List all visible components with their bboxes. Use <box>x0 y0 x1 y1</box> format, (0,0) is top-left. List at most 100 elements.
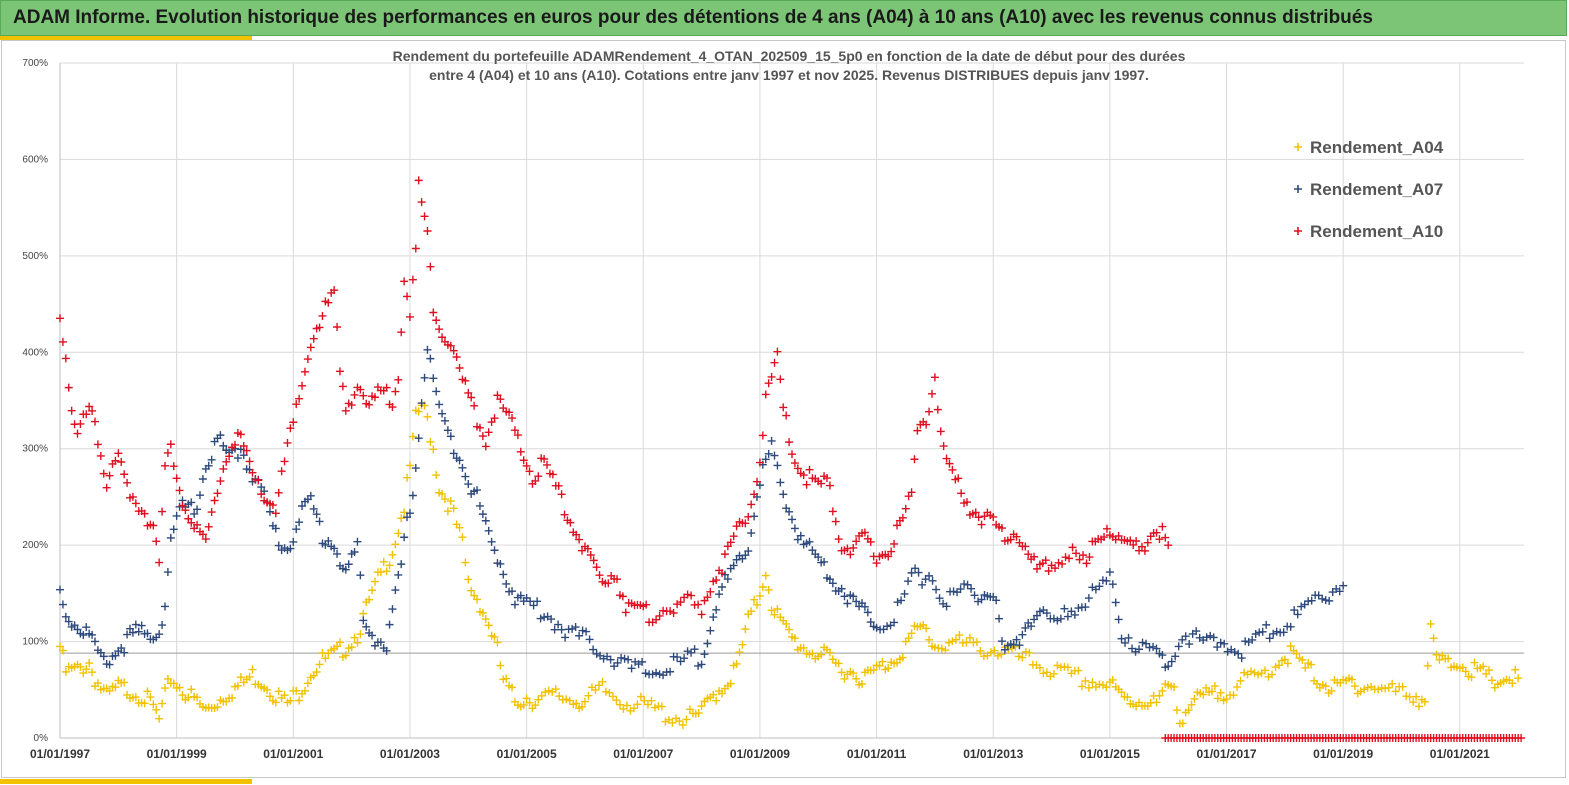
data-point <box>397 328 406 337</box>
data-point <box>303 355 312 364</box>
data-point <box>700 650 709 659</box>
data-point <box>438 333 447 342</box>
data-point <box>566 518 575 527</box>
data-point <box>426 354 435 363</box>
data-point <box>1072 549 1081 558</box>
data-point <box>152 537 161 546</box>
data-point <box>388 605 397 614</box>
data-point <box>1307 660 1316 669</box>
data-point <box>1184 706 1193 715</box>
data-point <box>694 600 703 609</box>
data-point <box>913 426 922 435</box>
data-point <box>149 521 158 530</box>
data-point <box>993 651 1002 660</box>
data-point <box>487 537 496 546</box>
data-point <box>1286 642 1295 651</box>
data-point <box>111 683 120 692</box>
data-point <box>1426 619 1435 628</box>
data-point <box>594 681 603 690</box>
data-point <box>1108 580 1117 589</box>
data-point <box>1222 695 1231 704</box>
y-tick-label: 400% <box>22 347 48 358</box>
data-point <box>640 696 649 705</box>
data-point <box>955 631 964 640</box>
data-point <box>429 308 438 317</box>
series-rendement-a10-zero-run- <box>1161 734 1526 742</box>
data-point <box>1077 682 1086 691</box>
data-point <box>782 619 791 628</box>
data-point <box>571 623 580 632</box>
data-point <box>306 491 315 500</box>
data-point <box>1032 611 1041 620</box>
data-point <box>510 600 519 609</box>
data-point <box>163 448 172 457</box>
data-point <box>1185 640 1194 649</box>
data-point <box>350 633 359 642</box>
data-point <box>1081 676 1090 685</box>
data-point <box>324 536 333 545</box>
data-point <box>1014 652 1023 661</box>
data-point <box>1514 674 1523 683</box>
data-point <box>1070 610 1079 619</box>
data-point <box>195 491 204 500</box>
data-point <box>473 486 482 495</box>
data-point <box>248 468 257 477</box>
data-point <box>764 449 773 458</box>
data-point <box>160 684 169 693</box>
data-point <box>1318 594 1327 603</box>
data-point <box>1044 567 1053 575</box>
data-point <box>391 387 400 396</box>
data-point <box>382 567 391 576</box>
y-tick-label: 500% <box>22 251 48 262</box>
data-point <box>890 618 899 627</box>
data-point <box>983 651 992 660</box>
data-point <box>1511 665 1520 674</box>
data-point <box>178 691 187 700</box>
data-point <box>1054 558 1063 567</box>
data-point <box>820 557 829 566</box>
data-point <box>1314 591 1323 600</box>
data-point <box>852 674 861 683</box>
data-point <box>1283 659 1292 668</box>
data-point <box>1423 661 1432 670</box>
data-point <box>1100 533 1109 542</box>
data-point <box>461 472 470 481</box>
data-point <box>99 469 108 478</box>
data-point <box>690 645 699 654</box>
data-point <box>481 615 490 624</box>
data-point <box>265 692 274 701</box>
data-point <box>825 481 834 490</box>
data-point <box>592 563 601 572</box>
data-point <box>1247 667 1256 676</box>
data-point <box>446 341 455 350</box>
data-point <box>901 504 910 513</box>
data-point <box>697 702 706 711</box>
data-point <box>890 539 899 548</box>
data-point <box>534 695 543 704</box>
data-point <box>481 442 490 451</box>
x-tick-label: 01/01/2003 <box>380 747 440 761</box>
data-point <box>753 600 762 609</box>
data-point <box>1124 633 1133 642</box>
data-point <box>365 400 374 409</box>
data-point <box>621 608 630 617</box>
data-point <box>755 591 764 600</box>
data-point <box>1021 647 1030 656</box>
data-point <box>353 638 362 647</box>
data-point <box>478 608 487 617</box>
chart-title: Rendement du portefeuille ADAMRendement_… <box>393 48 1186 83</box>
data-point <box>1060 604 1069 613</box>
data-point <box>1192 627 1201 636</box>
data-point <box>315 660 324 669</box>
data-point <box>1487 676 1496 685</box>
data-point <box>443 507 452 516</box>
data-point <box>502 579 511 588</box>
data-point <box>1229 691 1238 700</box>
data-point <box>400 533 409 542</box>
data-point <box>464 388 473 397</box>
data-point <box>292 400 301 409</box>
axes: 0% 100% 200% 300% 400% 500% 600% 700% 01/01/1997… <box>22 58 1524 761</box>
data-point <box>1102 524 1111 533</box>
data-point <box>519 700 528 709</box>
data-point <box>82 410 91 419</box>
